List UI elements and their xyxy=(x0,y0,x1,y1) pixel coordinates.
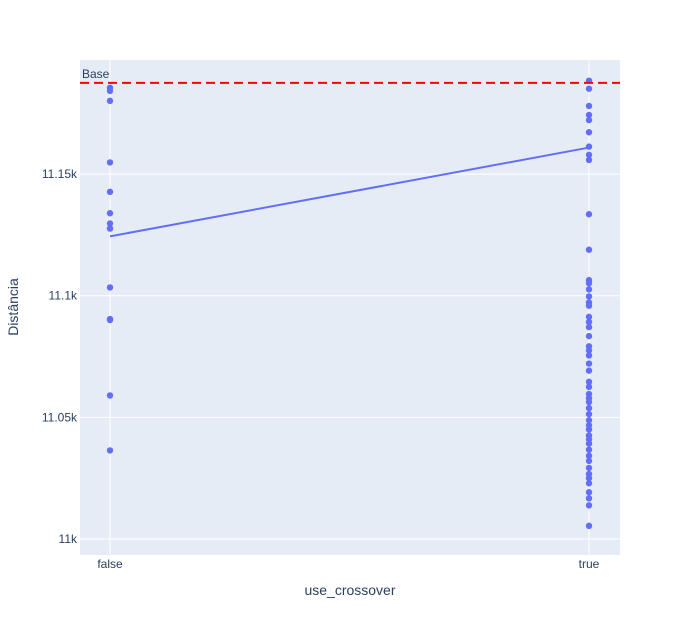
data-point xyxy=(585,464,593,472)
data-point xyxy=(106,316,114,324)
data-point xyxy=(585,129,593,136)
data-point xyxy=(585,211,593,218)
data-points xyxy=(106,77,593,530)
data-point xyxy=(585,352,593,359)
data-point xyxy=(585,111,593,119)
data-point xyxy=(585,452,593,459)
data-point xyxy=(585,398,593,406)
data-point xyxy=(585,480,593,487)
y-axis-title: Distância xyxy=(5,278,21,336)
data-point xyxy=(585,116,593,124)
data-point xyxy=(106,220,114,227)
x-axis-ticks: false true xyxy=(97,557,599,571)
plot-background xyxy=(80,60,620,555)
data-point xyxy=(585,156,593,164)
data-point xyxy=(106,87,114,95)
data-point xyxy=(585,440,593,447)
data-point xyxy=(106,188,114,196)
x-axis-title: use_crossover xyxy=(304,582,395,598)
data-point xyxy=(106,97,114,105)
baseline-label: Base xyxy=(82,67,110,81)
data-point xyxy=(585,378,593,386)
data-point xyxy=(106,159,114,166)
baseline-group: Base xyxy=(80,67,620,84)
data-point xyxy=(585,313,593,321)
data-point xyxy=(585,522,593,530)
data-point xyxy=(106,210,114,217)
data-point xyxy=(585,151,593,159)
data-point xyxy=(585,293,593,300)
data-point xyxy=(585,280,593,287)
data-point xyxy=(585,360,593,367)
y-tick-label: 11.15k xyxy=(42,167,78,181)
data-point xyxy=(585,417,593,424)
data-point xyxy=(585,410,593,418)
x-tick-label: true xyxy=(579,557,600,571)
y-tick-label: 11.1k xyxy=(49,289,78,303)
data-point xyxy=(585,495,593,502)
data-point xyxy=(585,102,593,110)
data-point xyxy=(106,447,114,454)
data-point xyxy=(585,286,593,293)
data-point xyxy=(585,302,593,309)
data-point xyxy=(585,85,593,92)
trend-line xyxy=(109,146,590,238)
data-point xyxy=(585,474,593,482)
data-point xyxy=(106,284,114,291)
data-point xyxy=(585,323,593,331)
y-tick-label: 11k xyxy=(59,532,78,546)
data-point xyxy=(585,502,593,509)
trend-line-group xyxy=(109,146,590,238)
x-tick-label: false xyxy=(97,557,123,571)
data-point xyxy=(585,426,593,433)
data-point xyxy=(106,225,114,232)
data-point xyxy=(585,347,593,354)
data-point xyxy=(106,392,114,399)
data-point xyxy=(585,318,593,326)
data-point xyxy=(585,246,593,253)
data-point xyxy=(585,332,593,340)
y-axis-ticks: 11k 11.05k 11.1k 11.15k xyxy=(42,167,78,546)
data-point xyxy=(585,367,593,374)
data-point xyxy=(585,143,593,150)
data-point xyxy=(585,457,593,465)
data-point xyxy=(585,383,593,391)
y-tick-label: 11.05k xyxy=(42,410,78,424)
data-point xyxy=(585,489,593,496)
data-point xyxy=(585,404,593,412)
data-point xyxy=(585,446,593,453)
